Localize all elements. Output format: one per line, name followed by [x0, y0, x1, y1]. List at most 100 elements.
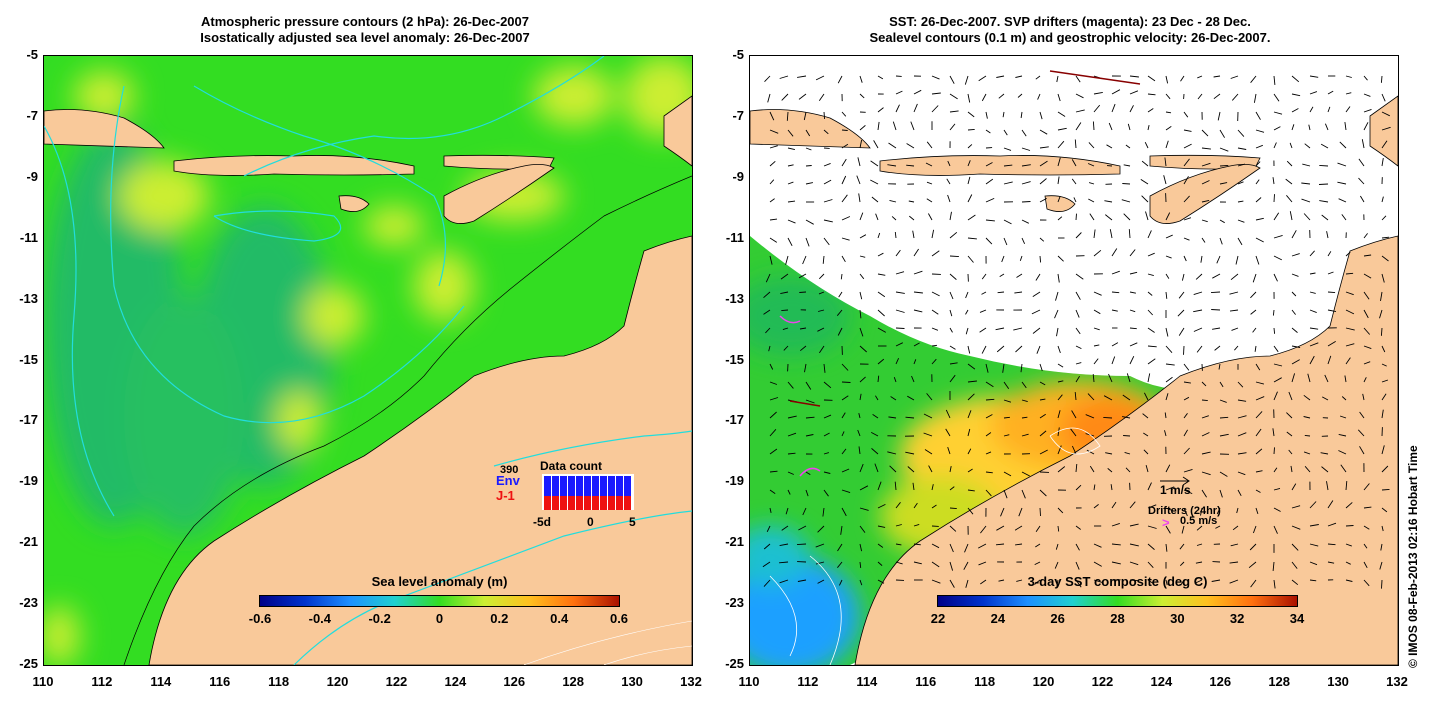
velocity-vector — [1057, 394, 1063, 401]
velocity-vector — [1086, 449, 1095, 455]
velocity-vector — [1290, 465, 1293, 473]
velocity-vector — [1147, 93, 1156, 96]
sst-velocity-map[interactable] — [749, 55, 1399, 666]
velocity-vector — [1255, 396, 1265, 401]
velocity-vector — [836, 309, 843, 316]
velocity-vector — [781, 309, 789, 312]
velocity-vector — [837, 561, 843, 568]
velocity-vector — [1056, 327, 1059, 337]
velocity-vector — [858, 412, 861, 419]
velocity-vector — [1075, 362, 1082, 365]
velocity-vector — [857, 157, 861, 167]
velocity-vector — [764, 75, 771, 83]
velocity-vector — [1163, 175, 1167, 185]
geostrophic-velocity-vectors — [762, 75, 1391, 589]
velocity-vector — [967, 410, 972, 419]
velocity-vector — [874, 463, 879, 473]
velocity-vector — [873, 140, 879, 149]
velocity-vector — [1021, 381, 1027, 389]
velocity-vector — [1318, 183, 1329, 185]
velocity-vector — [1147, 373, 1151, 383]
velocity-vector — [805, 165, 812, 167]
velocity-vector — [1147, 273, 1154, 277]
velocity-vector — [1111, 309, 1118, 312]
velocity-vector — [1021, 201, 1031, 203]
velocity-vector — [913, 248, 919, 257]
velocity-vector — [1381, 126, 1391, 131]
velocity-vector — [1054, 561, 1059, 569]
velocity-vector — [967, 393, 975, 401]
velocity-vector — [1326, 481, 1329, 491]
velocity-vector — [1179, 543, 1185, 550]
sea-level-anomaly-map[interactable] — [43, 55, 693, 666]
velocity-vector — [1345, 481, 1348, 491]
velocity-vector — [1379, 309, 1383, 319]
velocity-vector — [945, 428, 951, 437]
velocity-vector — [1381, 488, 1390, 491]
velocity-vector — [1341, 396, 1347, 401]
velocity-vector — [1147, 230, 1152, 239]
velocity-vector — [985, 398, 995, 401]
j1-count-bar — [568, 496, 575, 510]
velocity-vector — [1057, 380, 1064, 383]
velocity-vector — [905, 451, 915, 455]
velocity-vector — [1309, 75, 1319, 78]
velocity-vector — [967, 194, 973, 203]
velocity-vector — [996, 75, 1005, 78]
velocity-vector — [1121, 199, 1131, 203]
velocity-vector — [895, 524, 902, 527]
velocity-vector — [1105, 452, 1113, 455]
velocity-vector — [1219, 147, 1229, 152]
velocity-vector — [949, 543, 954, 553]
velocity-vector — [1286, 412, 1293, 419]
velocity-vector — [1255, 111, 1261, 120]
y-tick-label: -5 — [26, 47, 38, 62]
velocity-vector — [1183, 158, 1190, 167]
velocity-vector — [1164, 157, 1167, 167]
velocity-vector — [1291, 75, 1300, 83]
velocity-vector — [1195, 561, 1203, 564]
velocity-vector — [895, 104, 900, 113]
velocity-vector — [1291, 579, 1299, 586]
x-tick-label: 116 — [209, 674, 231, 689]
velocity-vector — [859, 543, 863, 552]
velocity-vector — [1345, 309, 1355, 315]
velocity-vector — [1108, 373, 1113, 383]
velocity-vector — [1165, 579, 1168, 586]
velocity-vector — [1273, 194, 1275, 203]
env-count-bar — [616, 476, 623, 496]
velocity-vector — [1219, 237, 1223, 245]
velocity-vector — [1345, 357, 1351, 365]
velocity-vector — [1234, 345, 1239, 351]
velocity-vector — [1289, 211, 1293, 221]
velocity-vector — [1255, 470, 1263, 473]
velocity-vector — [841, 489, 851, 494]
velocity-vector — [823, 179, 832, 185]
y-tick-label: -13 — [725, 290, 744, 306]
velocity-vector — [837, 327, 843, 336]
velocity-vector — [1291, 345, 1301, 348]
velocity-vector — [1363, 108, 1372, 113]
y-tick-label: -21 — [19, 534, 38, 550]
velocity-vector — [1165, 93, 1171, 100]
velocity-vector — [1363, 233, 1368, 239]
j1-count-bar — [576, 496, 583, 510]
y-tick-label: -25 — [725, 656, 744, 671]
velocity-vector — [1142, 413, 1149, 419]
velocity-vector — [1381, 215, 1387, 221]
velocity-vector — [787, 471, 794, 475]
velocity-vector — [1021, 237, 1026, 244]
velocity-vector — [1111, 89, 1121, 95]
velocity-vector — [1201, 471, 1211, 476]
velocity-vector — [1321, 396, 1329, 401]
velocity-vector — [985, 489, 992, 497]
env-count-bar — [544, 476, 551, 496]
velocity-vector — [1039, 237, 1045, 242]
velocity-vector — [1164, 412, 1167, 419]
velocity-vector — [931, 504, 937, 509]
velocity-vector — [1003, 489, 1008, 499]
velocity-vector — [1291, 543, 1299, 551]
j1-count-bar — [584, 496, 591, 510]
velocity-vector — [787, 164, 794, 167]
velocity-vector — [1088, 142, 1095, 149]
